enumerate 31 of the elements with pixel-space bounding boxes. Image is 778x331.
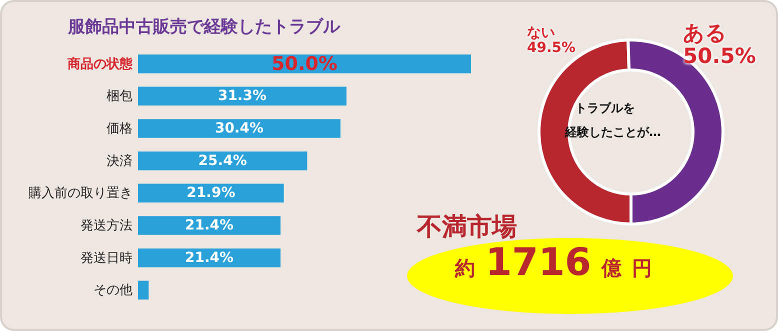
y-tick-label: 決済 [106,152,132,169]
data-label: 25.4% [198,152,247,169]
y-tick-label: 発送方法 [80,217,132,234]
bar [138,184,284,203]
data-label: 30.4% [214,120,264,137]
y-tick-label: 購入前の取り置き [28,186,132,202]
y-tick-label: 商品の状態 [66,56,134,72]
data-label: 21.9% [186,185,236,202]
slice-label: ない [527,25,556,42]
data-label: 50.0% [272,52,338,75]
data-label: 21.4% [184,250,234,266]
y-tick-label: 価格 [106,122,132,137]
bar [138,119,340,138]
chart-title: 服飾品中古販売で経験したトラブル [67,17,341,37]
y-tick-label: 梱包 [106,89,132,104]
bar [138,86,346,106]
data-label: 21.4% [184,217,234,234]
data-label: 50.5% [683,44,756,68]
text: 不満市場 [417,211,517,243]
bar [138,248,281,268]
data-label: 49.5% [527,40,576,57]
bar [138,216,281,235]
y-tick-label: その他 [94,283,132,298]
bar [138,151,308,170]
slice-label: ある [683,21,728,46]
annotation: 約 1716 億 円 [455,240,652,284]
text: トラブルを [574,100,636,117]
data-label: 31.3% [218,88,267,104]
bar [138,54,471,74]
y-tick-label: 発送日時 [80,250,132,266]
bar [138,280,149,300]
